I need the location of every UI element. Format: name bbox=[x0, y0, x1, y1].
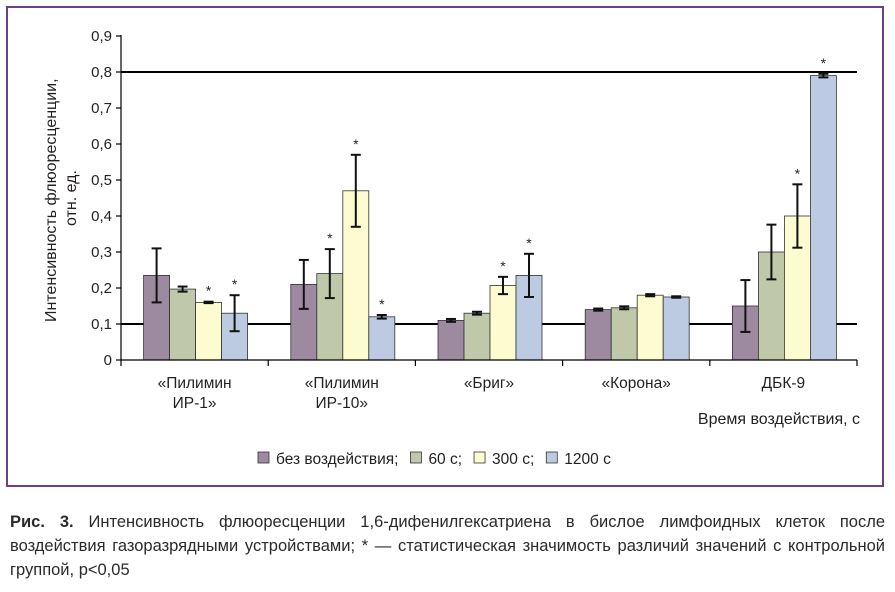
significance-star: * bbox=[821, 55, 827, 71]
significance-star: * bbox=[500, 258, 506, 274]
bar bbox=[662, 296, 690, 361]
y-tick-label: 0,5 bbox=[91, 172, 112, 189]
bar-chart: * * * * * * * * * 0 0,1 0,2 0,3 0,4 0,5 0,6 0,7 0,8 0,9 «… bbox=[43, 28, 860, 468]
bar bbox=[169, 288, 197, 361]
significance-star: * bbox=[526, 235, 532, 251]
y-tick-label: 0,2 bbox=[91, 280, 112, 297]
legend-swatch bbox=[257, 451, 270, 464]
bar bbox=[437, 319, 465, 361]
legend: без воздействия; 60 с; 300 с; 1200 с bbox=[257, 451, 611, 468]
legend-label: 1200 с bbox=[564, 451, 611, 468]
legend-label: без воздействия; bbox=[276, 451, 398, 468]
category-label: «Пилимин bbox=[158, 375, 232, 392]
x-axis-title: Время воздействия, с bbox=[698, 411, 860, 428]
caption-text: Интенсивность флюоресценции 1,6-дифенилг… bbox=[10, 513, 886, 579]
bar bbox=[636, 294, 664, 361]
category-label: ИР-1» bbox=[173, 395, 217, 412]
bar bbox=[610, 307, 638, 361]
significance-star: * bbox=[379, 296, 385, 312]
y-tick-label: 0,8 bbox=[91, 64, 112, 81]
legend-swatch bbox=[473, 451, 486, 464]
axes bbox=[116, 35, 858, 366]
bar bbox=[195, 301, 223, 361]
bar-groups: * * * * * * * * * bbox=[143, 55, 837, 361]
significance-star: * bbox=[327, 230, 333, 246]
y-tick-label: 0,9 bbox=[91, 28, 112, 45]
y-tick-label: 0,6 bbox=[91, 136, 112, 153]
bar bbox=[368, 316, 396, 361]
y-tick-label: 0 bbox=[104, 352, 112, 369]
y-axis-title-line1: Интенсивность флюоресценции, bbox=[43, 78, 60, 322]
bar bbox=[489, 285, 517, 361]
chart-frame: * * * * * * * * * 0 0,1 0,2 0,3 0,4 0,5 0,6 0,7 0,8 0,9 «… bbox=[6, 6, 884, 487]
y-tick-label: 0,1 bbox=[91, 316, 112, 333]
category-label: «Корона» bbox=[602, 375, 671, 392]
figure-caption: Рис. 3. Интенсивность флюоресценции 1,6-… bbox=[10, 510, 885, 582]
legend-swatch bbox=[545, 451, 558, 464]
bar bbox=[342, 190, 370, 361]
bar bbox=[810, 75, 837, 361]
significance-star: * bbox=[232, 276, 238, 292]
bar bbox=[584, 309, 612, 361]
legend-swatch bbox=[410, 451, 422, 464]
bar bbox=[515, 274, 543, 361]
significance-star: * bbox=[353, 136, 359, 152]
significance-star: * bbox=[206, 283, 212, 299]
category-label: ДБК-9 bbox=[762, 375, 805, 392]
bar bbox=[463, 312, 491, 361]
y-tick-labels: 0 0,1 0,2 0,3 0,4 0,5 0,6 0,7 0,8 0,9 bbox=[91, 28, 112, 369]
significance-star: * bbox=[795, 165, 801, 181]
caption-label: Рис. 3. bbox=[10, 513, 74, 531]
y-tick-label: 0,7 bbox=[91, 100, 112, 117]
y-axis-title-line2: отн. ед. bbox=[63, 170, 80, 226]
category-label: «Бриг» bbox=[464, 375, 514, 392]
y-axis-title: Интенсивность флюоресценции, отн. ед. bbox=[43, 74, 80, 322]
category-label: ИР-10» bbox=[316, 395, 369, 412]
y-tick-label: 0,3 bbox=[91, 244, 112, 261]
legend-label: 300 с; bbox=[492, 451, 534, 468]
category-labels: «Пилимин ИР-1» «Пилимин ИР-10» «Бриг» «Корона… bbox=[158, 375, 806, 412]
legend-label: 60 с; bbox=[428, 451, 462, 468]
y-tick-label: 0,4 bbox=[91, 208, 112, 225]
category-label: «Пилимин bbox=[305, 375, 379, 392]
